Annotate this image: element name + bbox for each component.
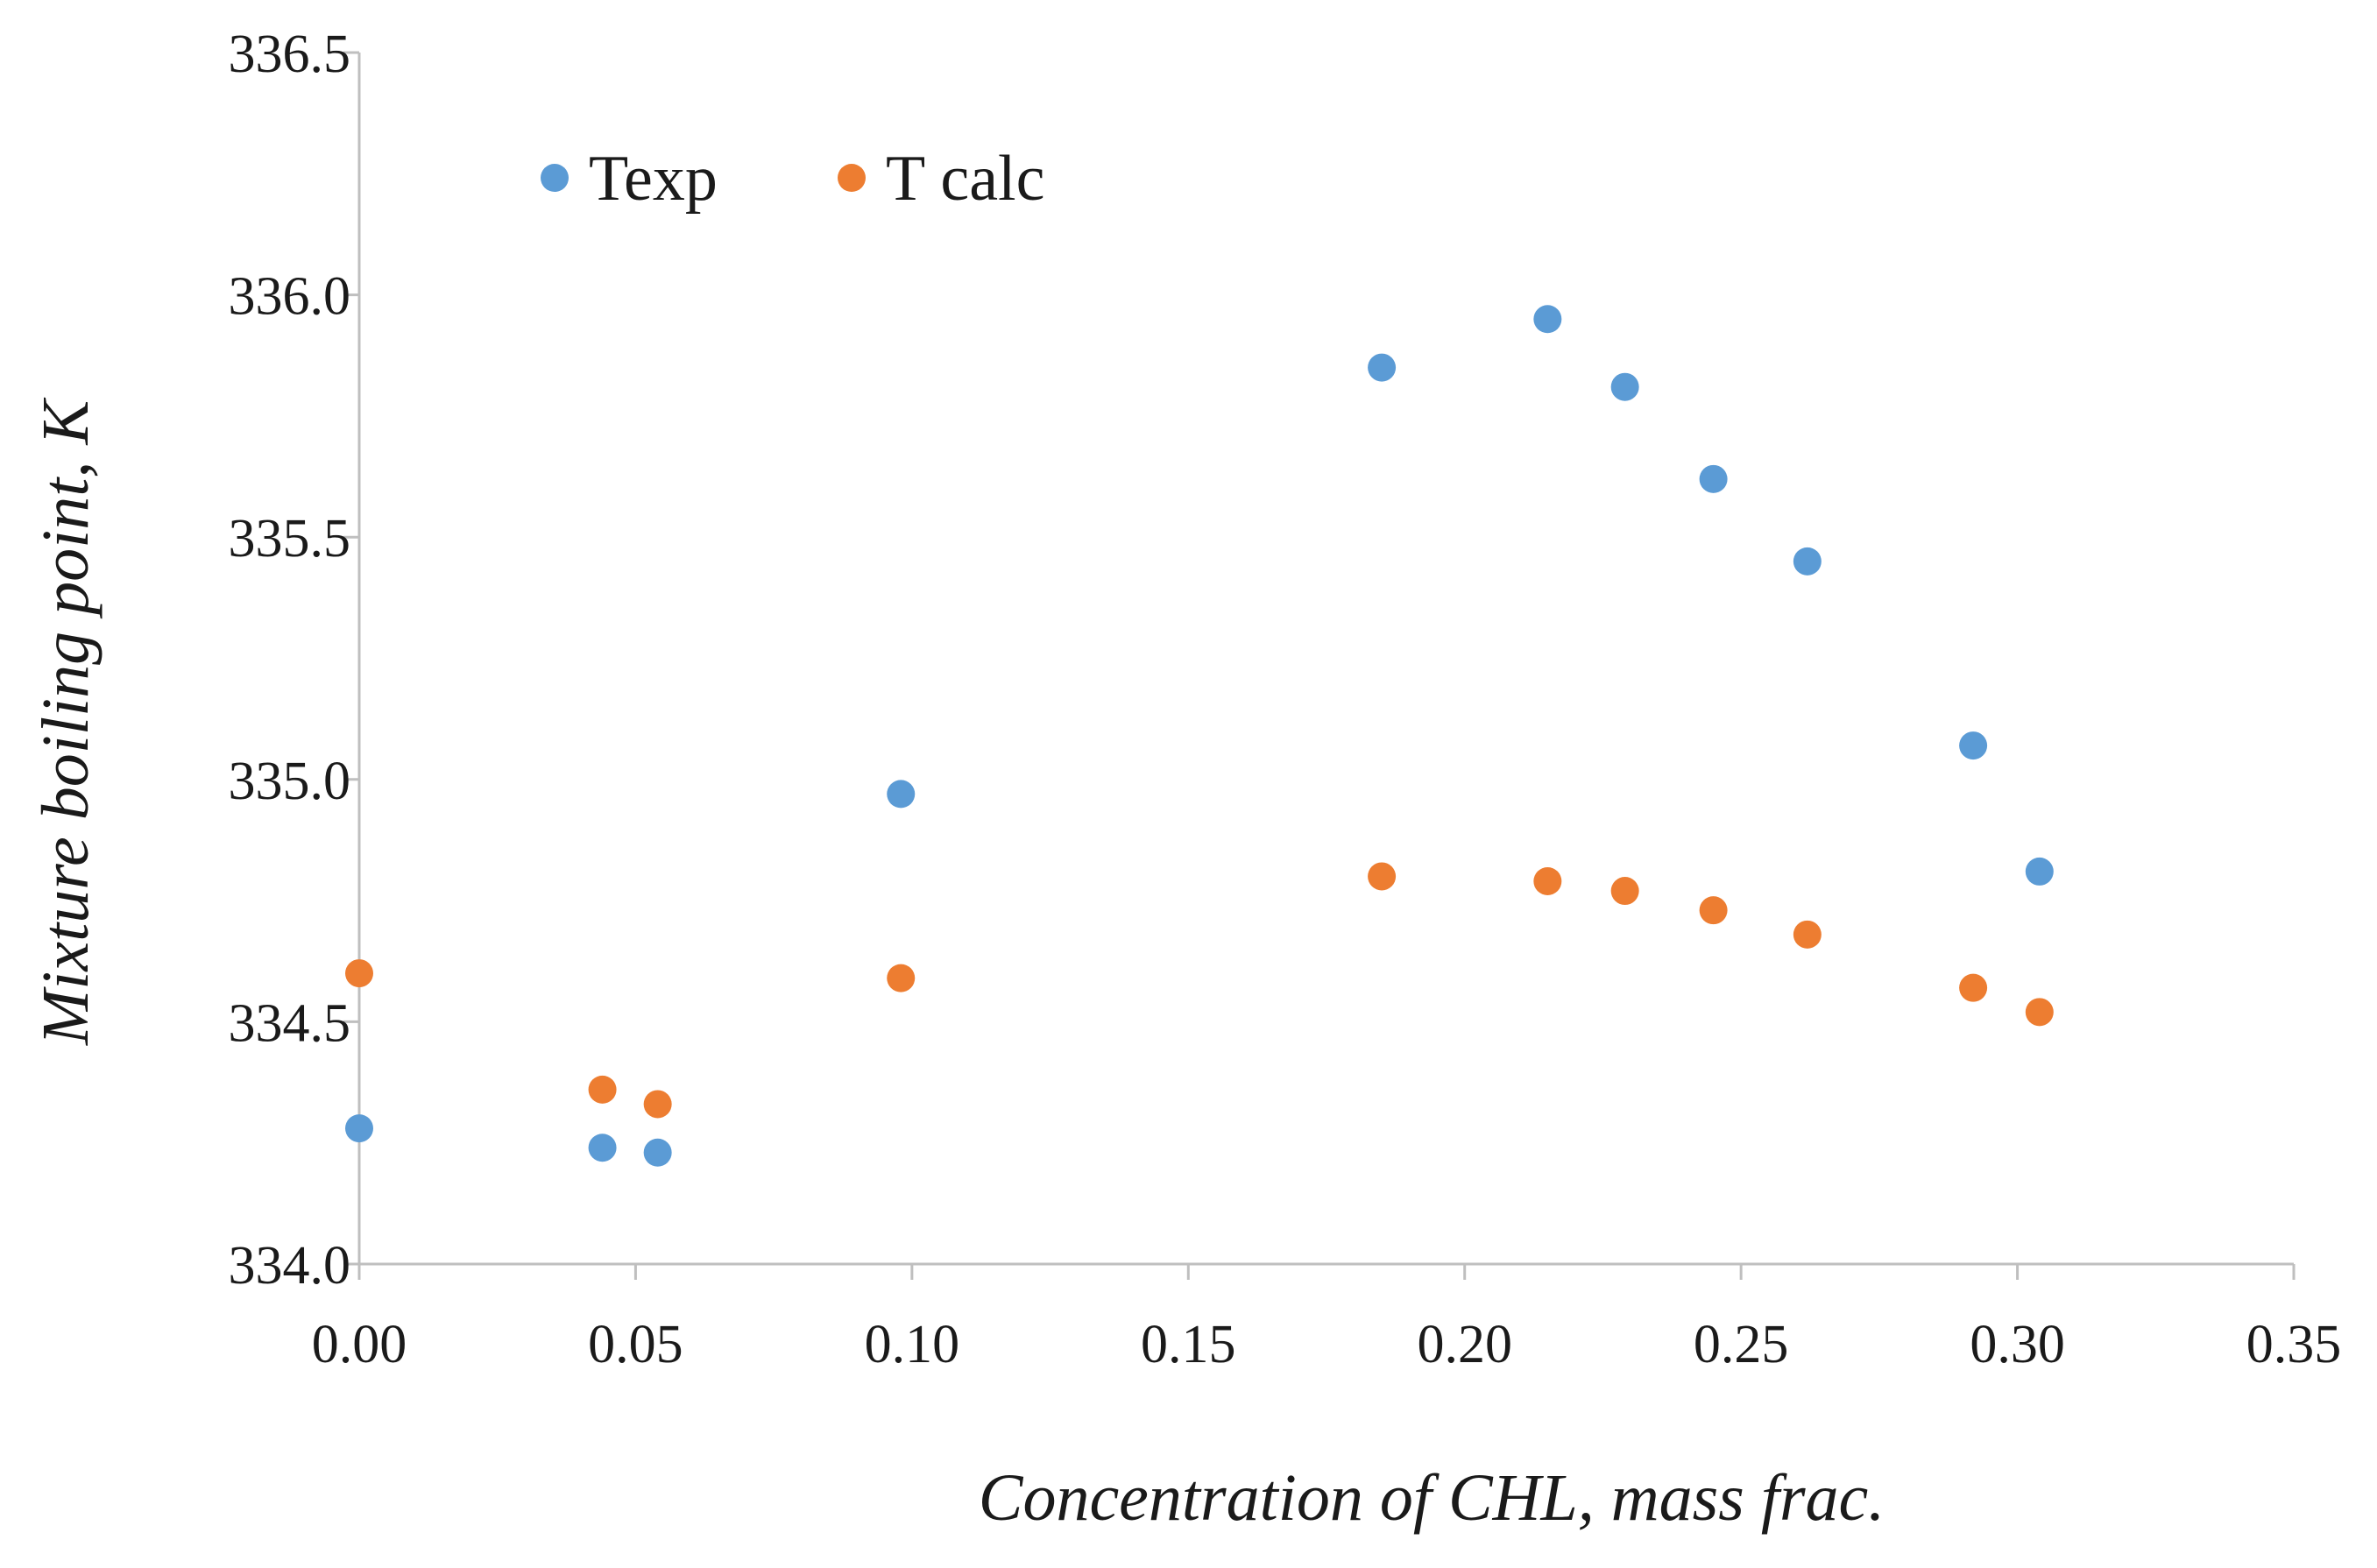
x-tick-label: 0.05 [588, 1315, 683, 1374]
data-point [643, 1090, 672, 1119]
data-point [2025, 857, 2054, 886]
data-point [345, 1114, 373, 1143]
legend-marker [838, 164, 866, 192]
data-point [887, 780, 916, 809]
data-point [1699, 464, 1728, 493]
legend: Texp T calc [541, 143, 1044, 215]
legend-label: Texp [589, 143, 718, 215]
x-tick-label: 0.20 [1417, 1315, 1512, 1374]
data-point [588, 1075, 617, 1104]
data-point [1533, 866, 1562, 895]
data-point [1610, 877, 1639, 906]
y-tick-label: 335.0 [229, 752, 351, 811]
y-tick-label: 336.5 [229, 25, 351, 84]
y-tick-label: 335.5 [229, 509, 351, 569]
x-tick-label: 0.00 [312, 1315, 407, 1374]
data-point [1793, 920, 1822, 949]
series-texp [345, 305, 2054, 1167]
data-point [1610, 372, 1639, 401]
data-point [588, 1134, 617, 1162]
legend-label: T calc [886, 143, 1044, 215]
data-point [1368, 862, 1397, 891]
y-tick-label: 334.0 [229, 1236, 351, 1296]
data-point [1368, 353, 1397, 382]
data-point [1699, 896, 1728, 925]
data-point [2025, 998, 2054, 1027]
data-point [1959, 731, 1988, 760]
x-tick-label: 0.25 [1694, 1315, 1789, 1374]
y-axis-title: Mixture boiling point, K [29, 398, 103, 1046]
x-tick-label: 0.30 [1970, 1315, 2065, 1374]
y-tick-label: 336.0 [229, 267, 351, 327]
tick-group: 334.0 334.5 335.0 335.5 336.0 336.5 0.00 0.05 0.… [229, 25, 2342, 1374]
y-tick-label: 334.5 [229, 993, 351, 1053]
data-point [887, 964, 916, 992]
axes [357, 53, 2294, 1266]
data-point [1793, 547, 1822, 576]
x-tick-label: 0.35 [2246, 1315, 2342, 1374]
x-tick-label: 0.15 [1141, 1315, 1236, 1374]
data-point [1959, 973, 1988, 1002]
data-point [1533, 305, 1562, 334]
legend-marker [541, 164, 569, 192]
x-tick-label: 0.10 [865, 1315, 960, 1374]
x-axis-title: Concentration of CHL, mass frac. [979, 1461, 1885, 1535]
data-point [345, 959, 373, 988]
series-t-calc [345, 862, 2054, 1119]
data-points [345, 305, 2054, 1167]
data-point [643, 1138, 672, 1167]
